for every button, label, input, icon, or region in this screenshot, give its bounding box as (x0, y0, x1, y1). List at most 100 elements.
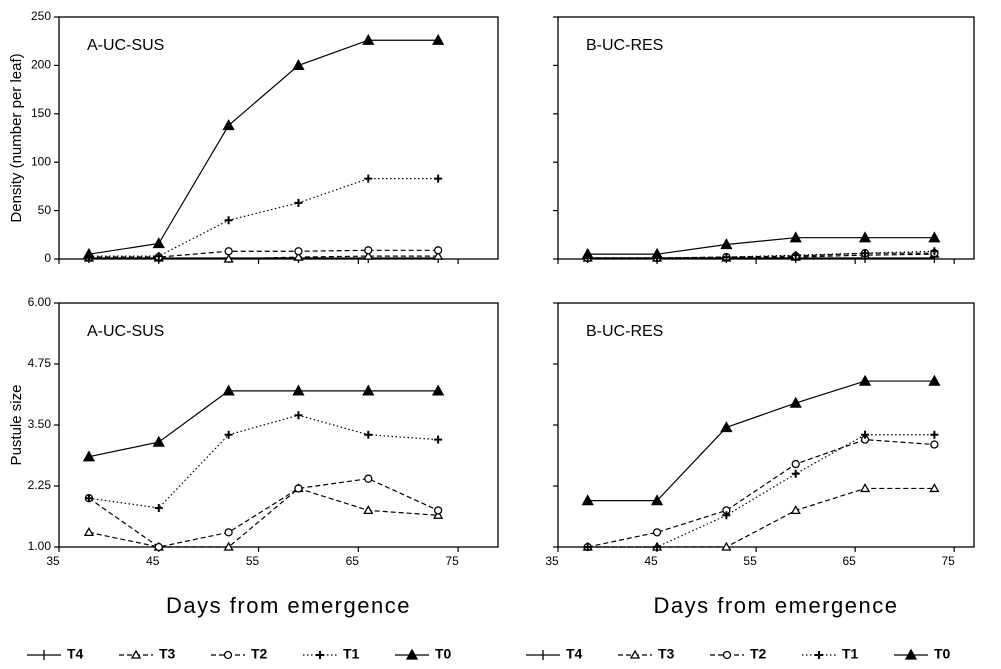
x-tick-label: 65 (842, 554, 856, 568)
marker-shape (84, 494, 93, 503)
marker-shape (721, 541, 732, 551)
marker-shape (791, 469, 800, 478)
marker-shape (581, 494, 594, 506)
x-tick-label: 35 (545, 554, 559, 568)
marker-shape (930, 430, 939, 439)
marker (224, 247, 233, 256)
marker (789, 231, 802, 243)
marker (362, 384, 375, 396)
marker (720, 421, 733, 433)
marker (83, 527, 95, 537)
y-tick-label: 1.00 (28, 539, 52, 553)
marker-shape (928, 374, 941, 386)
marker-shape (581, 247, 594, 259)
marker (929, 483, 940, 493)
x-tick-label: 55 (246, 554, 260, 568)
marker-shape (405, 648, 419, 660)
marker-shape (362, 384, 375, 396)
series-line (88, 39, 439, 255)
marker (791, 469, 800, 478)
marker-shape (82, 247, 96, 259)
marker (432, 33, 445, 45)
marker (82, 247, 96, 259)
marker-shape (650, 494, 664, 506)
series-line (88, 487, 439, 548)
marker (82, 450, 96, 462)
marker (789, 396, 802, 408)
marker (433, 509, 444, 519)
marker (433, 250, 444, 260)
series-line (587, 439, 935, 548)
marker-shape (653, 543, 662, 551)
marker (154, 542, 163, 552)
marker (928, 231, 941, 243)
x-tick-label: 45 (146, 554, 160, 568)
series-line (587, 237, 935, 255)
marker (292, 59, 305, 71)
marker (581, 494, 594, 506)
marker (154, 503, 163, 512)
marker-shape (224, 430, 233, 439)
series-line (88, 478, 439, 548)
marker (222, 384, 235, 396)
marker-shape (364, 246, 373, 255)
marker-shape (363, 505, 374, 515)
marker-shape (652, 528, 662, 537)
marker (930, 247, 939, 256)
marker-shape (904, 648, 918, 660)
y-tick-label: 100 (31, 154, 51, 168)
marker (791, 459, 800, 469)
marker-shape (316, 651, 324, 659)
marker-shape (789, 231, 802, 243)
plot-frame (58, 16, 499, 260)
legend-label: T4 (566, 646, 583, 662)
marker (581, 247, 594, 259)
x-tick-label: 35 (46, 554, 60, 568)
series-line (587, 434, 935, 548)
series-line (587, 380, 935, 502)
panel-label: B-UC-RES (586, 37, 663, 54)
marker-shape (294, 198, 303, 207)
marker-shape (789, 396, 802, 408)
marker (653, 543, 662, 551)
y-axis-label: Pustule size (8, 385, 25, 466)
marker (223, 541, 234, 551)
plot-frame (557, 16, 975, 260)
marker-shape (432, 384, 445, 396)
series-line (88, 249, 439, 258)
marker (364, 174, 373, 183)
y-tick-label: 200 (31, 58, 51, 72)
x-tick-label: 75 (445, 554, 459, 568)
y-tick-label: 3.50 (28, 417, 52, 431)
marker (362, 33, 375, 45)
marker-shape (224, 247, 233, 256)
marker (815, 651, 823, 659)
marker (928, 374, 941, 386)
marker (363, 505, 374, 515)
marker-shape (432, 33, 445, 45)
marker-shape (130, 649, 142, 659)
marker-shape (720, 421, 733, 433)
marker-shape (223, 541, 234, 551)
marker-shape (154, 503, 163, 512)
marker (858, 374, 872, 386)
marker-shape (722, 650, 732, 660)
marker-shape (223, 253, 234, 263)
marker-shape (583, 543, 592, 551)
panel-label: A-UC-SUS (87, 37, 164, 54)
marker-shape (861, 430, 870, 439)
marker (859, 483, 871, 493)
marker-shape (722, 511, 731, 520)
marker-shape (930, 440, 939, 449)
panel-label: A-UC-SUS (87, 323, 164, 340)
marker-shape (292, 384, 305, 396)
marker-shape (154, 542, 163, 552)
series-line (88, 178, 439, 257)
marker-shape (928, 231, 941, 243)
marker-shape (433, 506, 443, 515)
legend-label: T0 (934, 646, 951, 662)
marker-shape (433, 246, 443, 255)
marker-shape (222, 119, 235, 131)
series-line (88, 414, 439, 509)
panel-label: B-UC-RES (586, 323, 663, 340)
